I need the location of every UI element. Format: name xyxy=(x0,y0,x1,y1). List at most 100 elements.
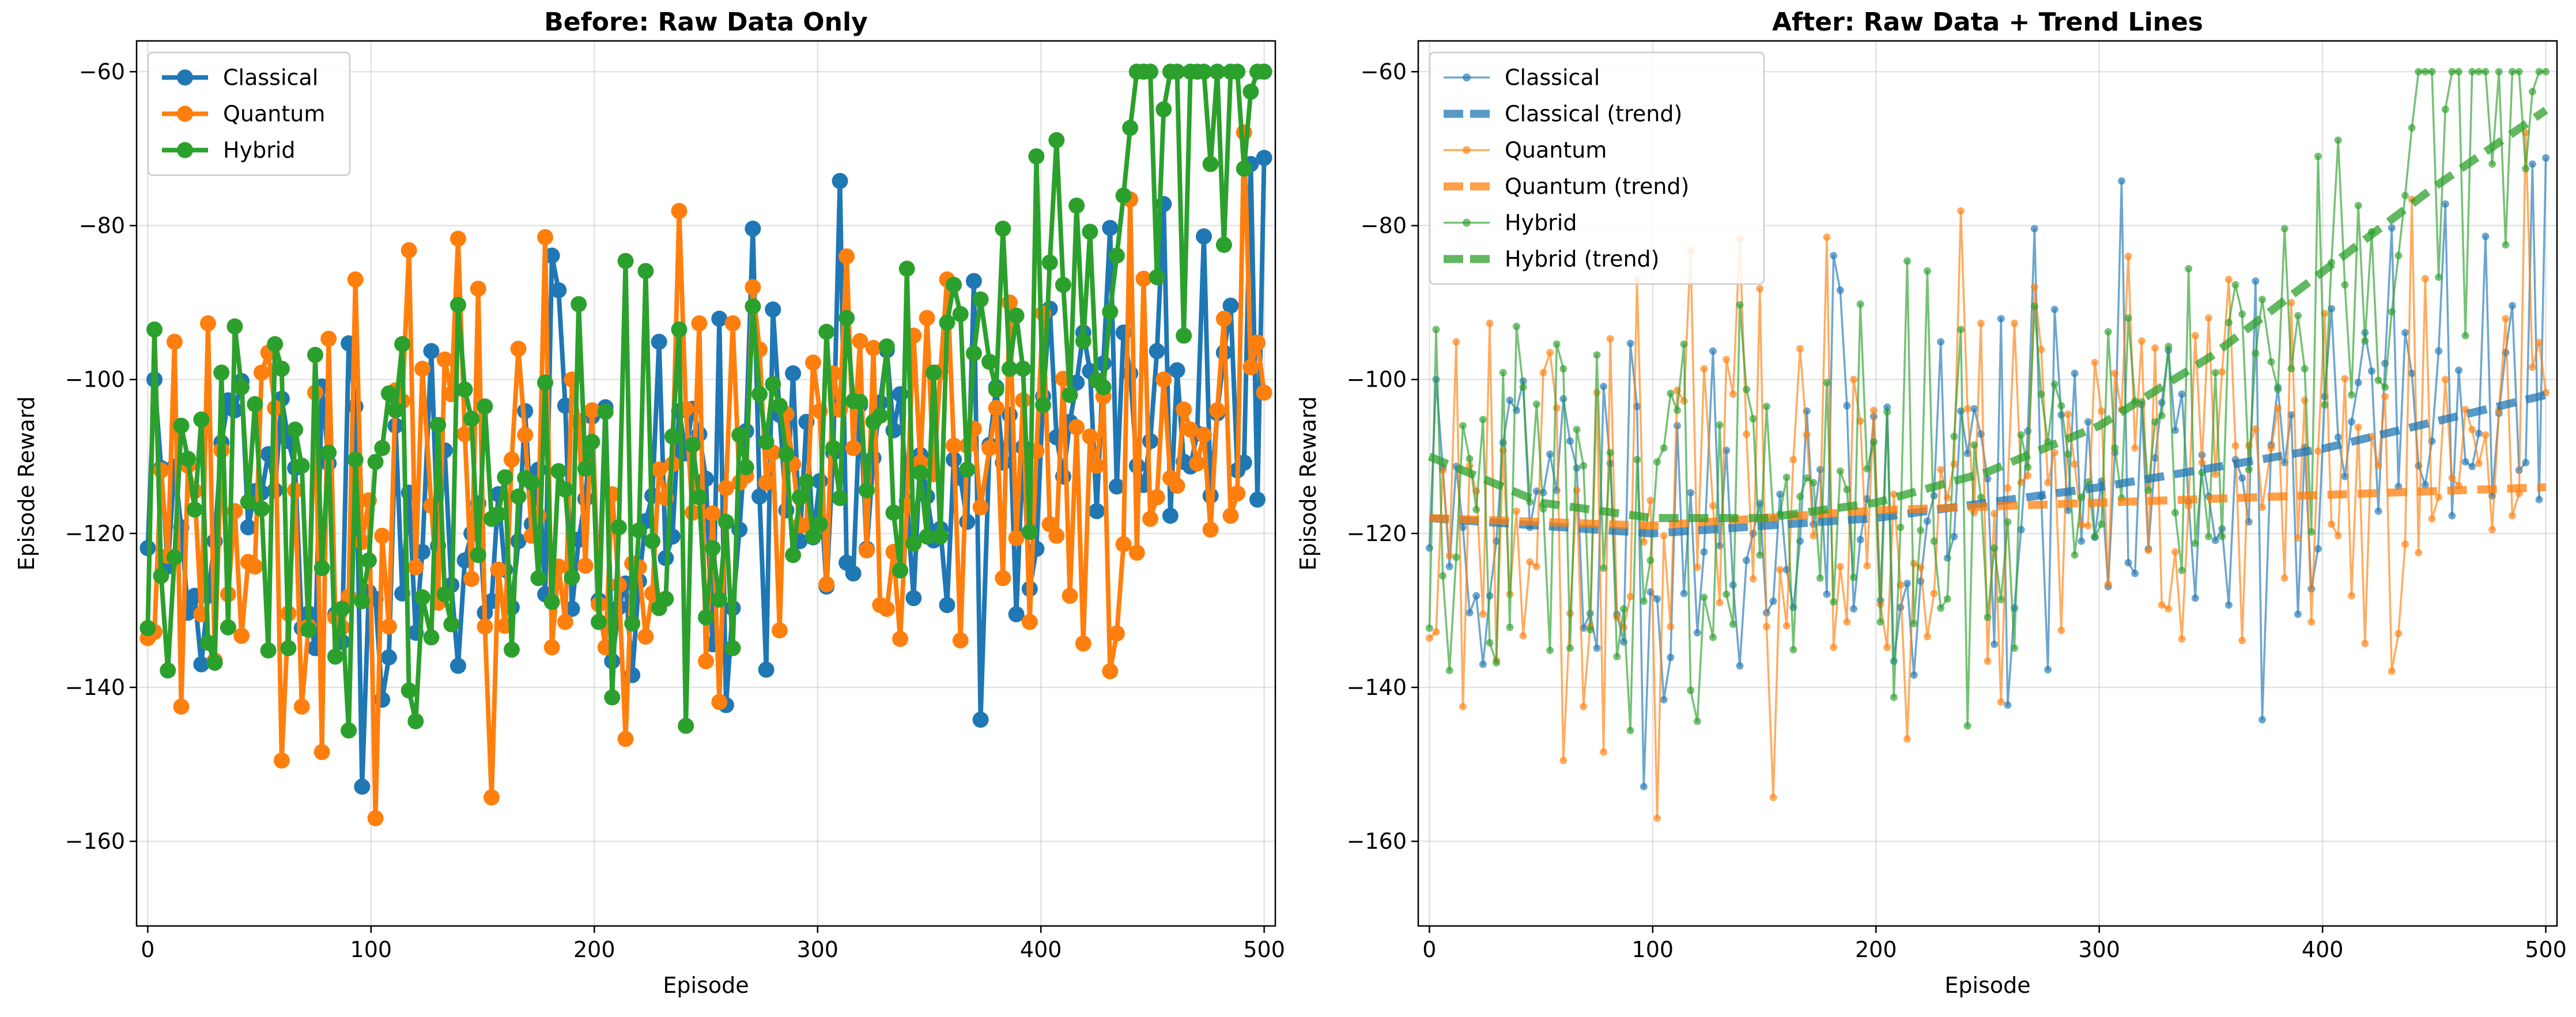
data-point-hybrid xyxy=(1756,551,1764,559)
data-point-classical xyxy=(758,661,775,678)
data-point-hybrid xyxy=(2408,124,2416,132)
data-point-quantum xyxy=(510,341,527,357)
data-point-classical xyxy=(2258,716,2267,724)
data-point-quantum xyxy=(463,570,480,587)
data-point-quantum xyxy=(1646,496,1655,504)
data-point-classical xyxy=(1459,523,1467,531)
data-point-quantum xyxy=(2238,636,2246,644)
data-point-hybrid xyxy=(2224,319,2233,327)
data-point-quantum xyxy=(1743,430,1751,438)
data-point-hybrid xyxy=(1432,326,1440,334)
data-point-hybrid xyxy=(2301,365,2309,373)
data-point-hybrid xyxy=(2274,385,2282,394)
data-point-quantum xyxy=(2334,532,2342,540)
data-point-quantum xyxy=(1082,428,1098,445)
data-point-hybrid xyxy=(1883,408,1891,416)
data-point-hybrid xyxy=(872,407,889,424)
data-point-classical xyxy=(2354,379,2362,387)
data-point-quantum xyxy=(1242,359,1259,376)
data-point-hybrid xyxy=(1209,63,1226,80)
legend-label: Quantum (trend) xyxy=(1505,174,1689,199)
data-point-hybrid xyxy=(1035,396,1052,413)
data-point-hybrid xyxy=(1001,360,1018,377)
data-point-hybrid xyxy=(193,411,210,428)
data-point-quantum xyxy=(1209,402,1226,419)
data-point-quantum xyxy=(1843,618,1851,626)
data-point-classical xyxy=(905,590,922,607)
data-point-hybrid xyxy=(2252,349,2260,357)
data-point-quantum xyxy=(1189,455,1206,472)
data-point-hybrid xyxy=(1796,493,1804,501)
data-point-quantum xyxy=(517,426,534,443)
data-point-hybrid xyxy=(905,535,922,552)
data-point-hybrid xyxy=(1646,557,1655,565)
data-point-hybrid xyxy=(2158,411,2166,419)
data-point-classical xyxy=(2509,301,2517,309)
data-point-hybrid xyxy=(1242,84,1259,100)
data-point-classical xyxy=(1593,644,1601,652)
data-point-classical xyxy=(1445,562,1453,570)
data-point-hybrid xyxy=(2280,225,2288,233)
data-point-hybrid xyxy=(2435,273,2443,281)
data-point-hybrid xyxy=(226,318,243,335)
data-point-hybrid xyxy=(1459,422,1467,430)
legend-label: Hybrid xyxy=(1505,210,1577,236)
data-point-classical xyxy=(711,311,728,327)
data-point-quantum xyxy=(1108,625,1125,642)
data-point-hybrid xyxy=(1015,360,1032,377)
data-point-quantum xyxy=(1762,622,1770,630)
data-point-hybrid xyxy=(477,398,493,415)
data-point-hybrid xyxy=(1499,369,1507,377)
data-point-hybrid xyxy=(1823,379,1831,387)
data-point-quantum xyxy=(1580,702,1588,710)
data-point-classical xyxy=(1008,606,1025,623)
data-point-hybrid xyxy=(247,396,263,413)
data-point-quantum xyxy=(952,632,969,649)
data-point-quantum xyxy=(347,271,364,288)
data-point-hybrid xyxy=(2287,365,2295,373)
data-point-classical xyxy=(1600,383,1608,391)
data-point-classical xyxy=(2408,369,2416,377)
data-point-quantum xyxy=(1479,610,1487,618)
data-point-hybrid xyxy=(1930,537,1938,545)
data-point-quantum xyxy=(946,437,962,454)
y-axis-label: Episode Reward xyxy=(14,396,39,571)
data-point-quantum xyxy=(1546,349,1554,357)
data-point-hybrid xyxy=(832,490,848,506)
legend-marker xyxy=(177,105,193,122)
data-point-quantum xyxy=(2374,462,2382,470)
data-point-hybrid xyxy=(414,589,430,606)
data-point-quantum xyxy=(1512,507,1520,515)
data-point-hybrid xyxy=(637,263,654,279)
data-point-classical xyxy=(2178,390,2186,398)
data-point-quantum xyxy=(374,527,391,544)
data-point-hybrid xyxy=(912,464,928,481)
data-point-hybrid xyxy=(1202,156,1219,172)
data-point-hybrid xyxy=(1890,693,1898,701)
data-point-hybrid xyxy=(564,569,580,585)
data-point-hybrid xyxy=(2381,383,2389,391)
data-point-classical xyxy=(959,513,976,530)
data-point-classical xyxy=(2401,328,2409,337)
data-point-hybrid xyxy=(1950,433,1958,441)
x-tick-label: 400 xyxy=(2302,937,2344,962)
data-point-hybrid xyxy=(2078,493,2086,501)
data-point-classical xyxy=(1626,339,1634,347)
data-point-hybrid xyxy=(2245,466,2253,474)
legend-marker xyxy=(1463,73,1471,82)
data-point-hybrid xyxy=(811,516,828,532)
data-point-hybrid xyxy=(898,260,915,277)
data-point-classical xyxy=(845,565,862,582)
data-point-classical xyxy=(1910,671,1918,679)
data-point-classical xyxy=(1984,475,1992,483)
data-point-hybrid xyxy=(1519,383,1527,391)
data-point-classical xyxy=(1222,297,1239,314)
data-point-hybrid xyxy=(456,381,473,398)
data-point-quantum xyxy=(173,698,190,715)
data-point-hybrid xyxy=(2185,264,2193,273)
trend-line-quantum-trend xyxy=(1429,483,2546,530)
data-point-classical xyxy=(745,220,761,237)
data-point-hybrid xyxy=(1512,323,1520,331)
data-point-hybrid xyxy=(658,591,674,607)
data-point-hybrid xyxy=(503,641,520,658)
